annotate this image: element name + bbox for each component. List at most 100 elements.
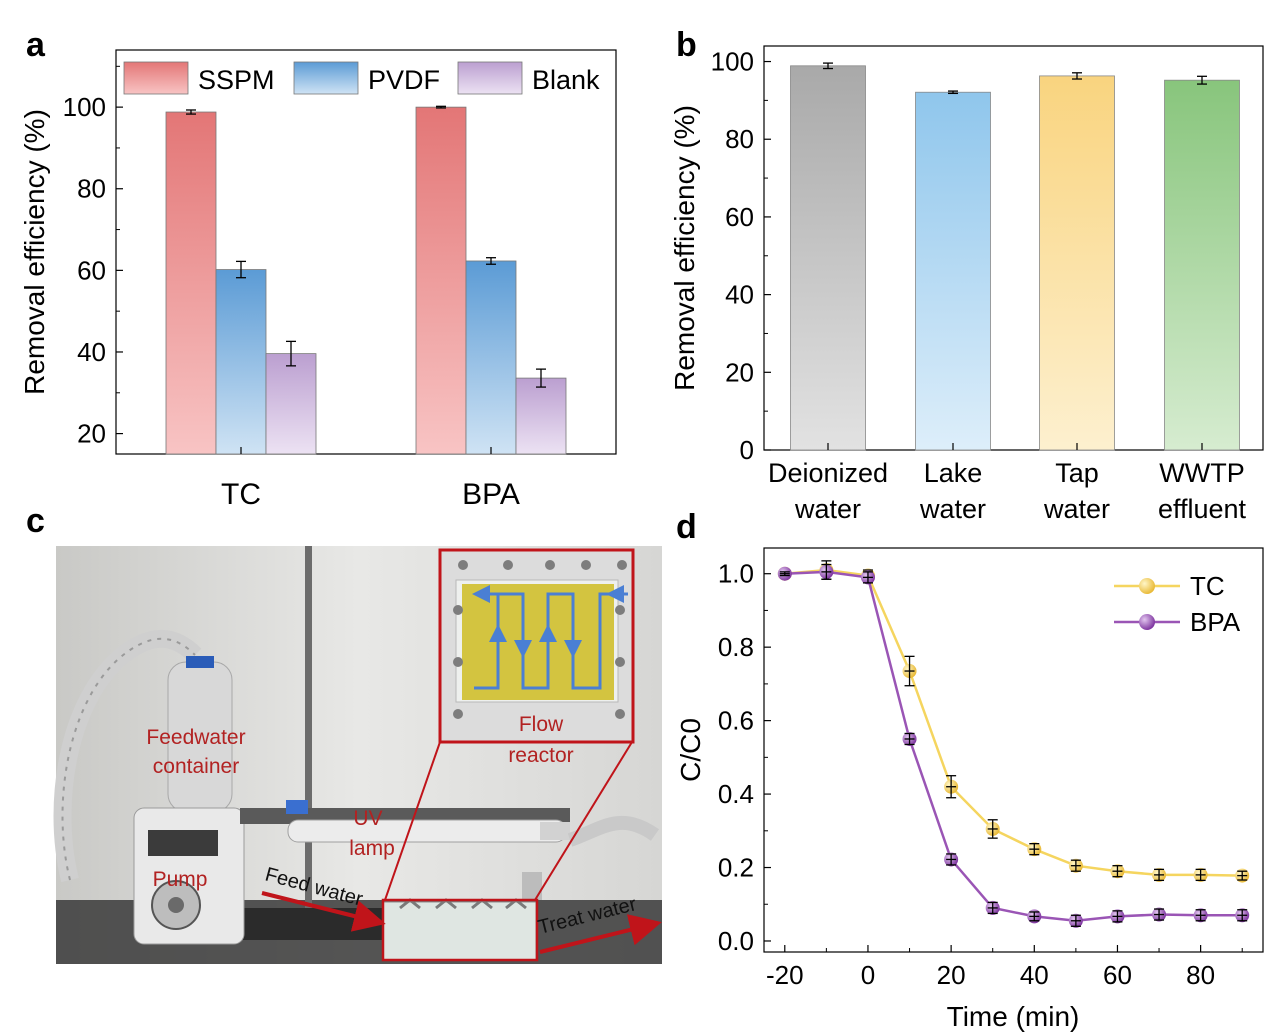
chart-d-frame [763,547,1264,953]
label-flow-reactor-line2: reactor [508,744,573,767]
panel-label-c: c [26,502,45,540]
legend-label-sspm: SSPM [198,65,275,95]
legend-label-bpa: BPA [1190,607,1241,637]
pump-display [148,830,218,856]
chart-b-category-label-line2: effluent [1158,494,1247,524]
tube-foil-right [567,815,660,847]
chart-d-ytick-label: 0.6 [718,706,754,736]
chart-d-xtick-label: 20 [937,960,966,990]
label-uv-line1: UV [353,807,382,830]
chart-d-ytick-label: 0.8 [718,632,754,662]
bar-tap-water [1039,75,1115,451]
bar-lake-water [915,91,991,451]
series-line-tc [784,568,1243,877]
chart-b-removal-by-water-matrix: 0 20 40 60 80 100 Deionized water Lake water Tap w… [669,45,1264,524]
chart-a-category-label: TC [221,478,261,511]
label-flow-reactor-line1: Flow [519,713,564,736]
bar-sspm-bpa [415,106,467,455]
chart-d-xtick-label: 0 [861,960,875,990]
legend-marker-tc [1139,578,1155,594]
wing-nut-icon [615,605,625,615]
chart-b-category-label-line1: WWTP [1159,458,1244,488]
chart-b-ytick-label: 40 [725,280,754,310]
chart-b-category-label-line2: water [919,494,986,524]
chart-a-ytick-label: 20 [77,419,106,449]
clamp-knob [286,800,308,814]
chart-b-ytick-label: 0 [740,435,754,465]
legend-marker-bpa [1139,614,1155,630]
chart-d-ytick-label: 1.0 [718,559,754,589]
bar-wwtp-effluent [1164,79,1240,451]
chart-a-ytick-label: 60 [77,255,106,285]
wing-nut-icon [581,560,591,570]
chart-d-ylabel: C/C0 [675,718,706,782]
chart-a-ylabel: Removal efficiency (%) [19,109,50,395]
label-uv-line2: lamp [349,837,395,860]
feed-water-arrow-icon [261,891,386,932]
chart-b-ytick-label: 80 [725,124,754,154]
chart-d-kinetics: 0.0 0.2 0.4 0.6 0.8 1.0 -20 0 20 40 60 80 TC BPA C/C… [675,547,1264,1032]
wing-nut-icon [453,709,463,719]
chart-b-category-label-line2: water [794,494,861,524]
bar-blank-bpa [515,377,567,455]
chart-b-category-label-line2: water [1043,494,1110,524]
retort-stand-rod [305,546,312,926]
wing-nut-icon [458,560,468,570]
chart-d-xtick-label: -20 [766,960,804,990]
chart-d-xtick-label: 40 [1020,960,1049,990]
retort-stand-base [232,908,382,940]
inset-flow-reactor: Flow reactor [438,548,635,767]
legend-label-pvdf: PVDF [368,65,440,95]
zoom-line-right [534,741,633,901]
label-feedwater-line1: Feedwater [146,726,245,749]
treat-water-arrow-icon [539,914,662,954]
chart-a-category-label: BPA [462,478,520,511]
wing-nut-icon [617,560,627,570]
bar-pvdf-bpa [465,260,517,455]
chart-d-xtick-label: 80 [1186,960,1215,990]
zoom-line-left [384,741,441,901]
chart-d-xtick-label: 60 [1103,960,1132,990]
wing-nut-icon [503,560,513,570]
chart-d-xlabel: Time (min) [947,1001,1080,1032]
chart-d-ytick-label: 0.0 [718,926,754,956]
bar-sspm-tc [165,111,217,455]
chart-a-removal-by-membrane: 20 40 60 80 100 TC BPA SSPM PVDF Blank Removal … [19,49,617,511]
chart-b-ytick-label: 60 [725,202,754,232]
wing-nut-icon [453,605,463,615]
chart-a-ytick-label: 40 [77,337,106,367]
chart-b-ytick-label: 20 [725,357,754,387]
panel-label-d: d [676,508,697,546]
chart-a-ytick-label: 80 [77,174,106,204]
chart-b-category-label-line1: Lake [924,458,983,488]
chart-d-ytick-label: 0.4 [718,779,754,809]
wing-nut-icon [545,560,555,570]
legend-label-blank: Blank [532,65,600,95]
photo-flow-reactor-setup: Flow reactor Feedwater container UV lamp… [53,546,662,964]
chart-b-category-label-line1: Tap [1055,458,1099,488]
bottle-cap [186,656,214,668]
bar-pvdf-tc [215,269,267,455]
label-feedwater-line2: container [153,755,239,778]
chart-b-ylabel: Removal efficiency (%) [669,105,700,391]
panel-label-a: a [26,26,46,64]
panel-label-b: b [676,26,697,64]
wing-nut-icon [453,657,463,667]
uv-lamp-tube [287,819,567,843]
chart-a-ytick-label: 100 [63,92,106,122]
bar-deionized-water [790,65,866,451]
label-pump: Pump [153,868,208,891]
series-line-bpa [784,570,1243,923]
legend-swatch-pvdf [293,61,359,95]
legend-swatch-blank [457,61,523,95]
wing-nut-icon [615,709,625,719]
legend-swatch-sspm [123,61,189,95]
chart-a-frame [115,49,617,455]
chart-b-ytick-label: 100 [711,47,754,77]
wing-nut-icon [615,657,625,667]
inset-wing-nuts [453,560,627,719]
chart-b-frame [763,45,1264,451]
flow-reactor-body [382,901,537,961]
bar-blank-tc [265,353,317,455]
